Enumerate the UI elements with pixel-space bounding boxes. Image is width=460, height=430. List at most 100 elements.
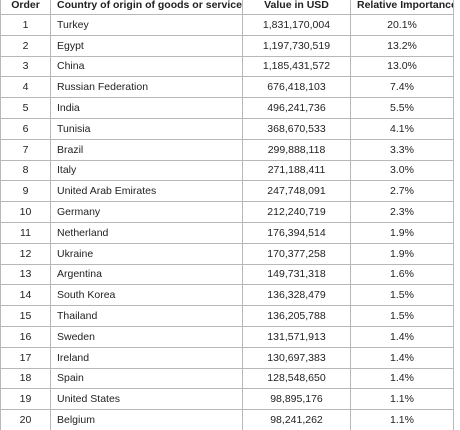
table-row: 16 Sweden 131,571,913 1.4% [0, 325, 454, 348]
table-cell: 496,241,736 [242, 97, 351, 119]
table-row: 13 Argentina 149,731,318 1.6% [0, 263, 454, 286]
table-cell: 13.2% [350, 34, 454, 57]
table-cell: Italy [50, 159, 243, 182]
table-cell: 1 [0, 14, 51, 36]
table-row: 1 Turkey 1,831,170,004 20.1% [0, 14, 454, 36]
table-row: 6 Tunisia 368,670,533 4.1% [0, 117, 454, 140]
table-row: 10 Germany 212,240,719 2.3% [0, 201, 454, 223]
table-cell: China [50, 55, 243, 78]
table-cell: 170,377,258 [242, 242, 351, 265]
table-cell: United Arab Emirates [50, 180, 243, 203]
table-cell: 676,418,103 [242, 76, 351, 99]
table-row: 11 Netherland 176,394,514 1.9% [0, 221, 454, 244]
table-cell: 20.1% [350, 14, 454, 36]
table-row: 12 Ukraine 170,377,258 1.9% [0, 242, 454, 265]
table-cell: 1,831,170,004 [242, 14, 351, 36]
table-row: 19 United States 98,895,176 1.1% [0, 388, 454, 411]
table-cell: 19 [0, 388, 51, 411]
table-row: 15 Thailand 136,205,788 1.5% [0, 305, 454, 327]
table-cell: Sweden [50, 325, 243, 348]
table-cell: 2.3% [350, 201, 454, 223]
table-cell: 6 [0, 117, 51, 140]
table-cell: United States [50, 388, 243, 411]
table-row: 4 Russian Federation 676,418,103 7.4% [0, 76, 454, 99]
table-cell: 7.4% [350, 76, 454, 99]
table-cell: 1.5% [350, 305, 454, 327]
table-cell: 130,697,383 [242, 346, 351, 369]
table-cell: 10 [0, 201, 51, 223]
table-cell: 176,394,514 [242, 221, 351, 244]
table-row: 5 India 496,241,736 5.5% [0, 97, 454, 119]
table-cell: 1.5% [350, 284, 454, 307]
table-cell: 136,328,479 [242, 284, 351, 307]
table-cell: 3.0% [350, 159, 454, 182]
table-cell: 1.9% [350, 221, 454, 244]
table-cell: Russian Federation [50, 76, 243, 99]
table-cell: 11 [0, 221, 51, 244]
table-cell: 17 [0, 346, 51, 369]
table-cell: 1.4% [350, 325, 454, 348]
table-cell: Germany [50, 201, 243, 223]
table-head: Order Country of origin of goods or servi… [0, 0, 454, 15]
table-cell: 4.1% [350, 117, 454, 140]
table-cell: 1,185,431,572 [242, 55, 351, 78]
table-cell: 13 [0, 263, 51, 286]
table-cell: 8 [0, 159, 51, 182]
table-cell: 1.4% [350, 346, 454, 369]
table-cell: 98,241,262 [242, 409, 351, 430]
column-header: Value in USD [242, 0, 351, 15]
table-row: 7 Brazil 299,888,118 3.3% [0, 138, 454, 161]
column-header: Order [0, 0, 51, 15]
table-cell: 131,571,913 [242, 325, 351, 348]
column-header: Country of origin of goods or services [50, 0, 243, 15]
table-cell: India [50, 97, 243, 119]
table-cell: 7 [0, 138, 51, 161]
table-cell: Tunisia [50, 117, 243, 140]
table-cell: 368,670,533 [242, 117, 351, 140]
table-cell: 14 [0, 284, 51, 307]
table-cell: Ireland [50, 346, 243, 369]
column-header: Relative Importance % [350, 0, 454, 15]
table-cell: 1.6% [350, 263, 454, 286]
table-cell: 1.1% [350, 409, 454, 430]
table-cell: South Korea [50, 284, 243, 307]
table-cell: 128,548,650 [242, 367, 351, 390]
table-cell: Ukraine [50, 242, 243, 265]
table-cell: Egypt [50, 34, 243, 57]
table-cell: 2 [0, 34, 51, 57]
table-row: 14 South Korea 136,328,479 1.5% [0, 284, 454, 307]
table-cell: 2.7% [350, 180, 454, 203]
table-row: 20 Belgium 98,241,262 1.1% [0, 409, 454, 430]
table-cell: 16 [0, 325, 51, 348]
table-cell: 98,895,176 [242, 388, 351, 411]
table-cell: 149,731,318 [242, 263, 351, 286]
table-row: 3 China 1,185,431,572 13.0% [0, 55, 454, 78]
table-cell: Brazil [50, 138, 243, 161]
table-cell: 136,205,788 [242, 305, 351, 327]
table-cell: 13.0% [350, 55, 454, 78]
table-cell: 1.1% [350, 388, 454, 411]
table-cell: 9 [0, 180, 51, 203]
table-cell: 4 [0, 76, 51, 99]
table-cell: Belgium [50, 409, 243, 430]
table-cell: 20 [0, 409, 51, 430]
table-cell: 5 [0, 97, 51, 119]
table-cell: 15 [0, 305, 51, 327]
table-cell: Turkey [50, 14, 243, 36]
table-cell: Netherland [50, 221, 243, 244]
table-row: 17 Ireland 130,697,383 1.4% [0, 346, 454, 369]
table-cell: 299,888,118 [242, 138, 351, 161]
table-cell: 1.4% [350, 367, 454, 390]
table-cell: 1,197,730,519 [242, 34, 351, 57]
table-cell: 18 [0, 367, 51, 390]
table-row: 8 Italy 271,188,411 3.0% [0, 159, 454, 182]
table-cell: 247,748,091 [242, 180, 351, 203]
table-cell: Argentina [50, 263, 243, 286]
table-row: 18 Spain 128,548,650 1.4% [0, 367, 454, 390]
table-row: 2 Egypt 1,197,730,519 13.2% [0, 34, 454, 57]
table-cell: 3.3% [350, 138, 454, 161]
table-cell: 5.5% [350, 97, 454, 119]
table-cell: 3 [0, 55, 51, 78]
